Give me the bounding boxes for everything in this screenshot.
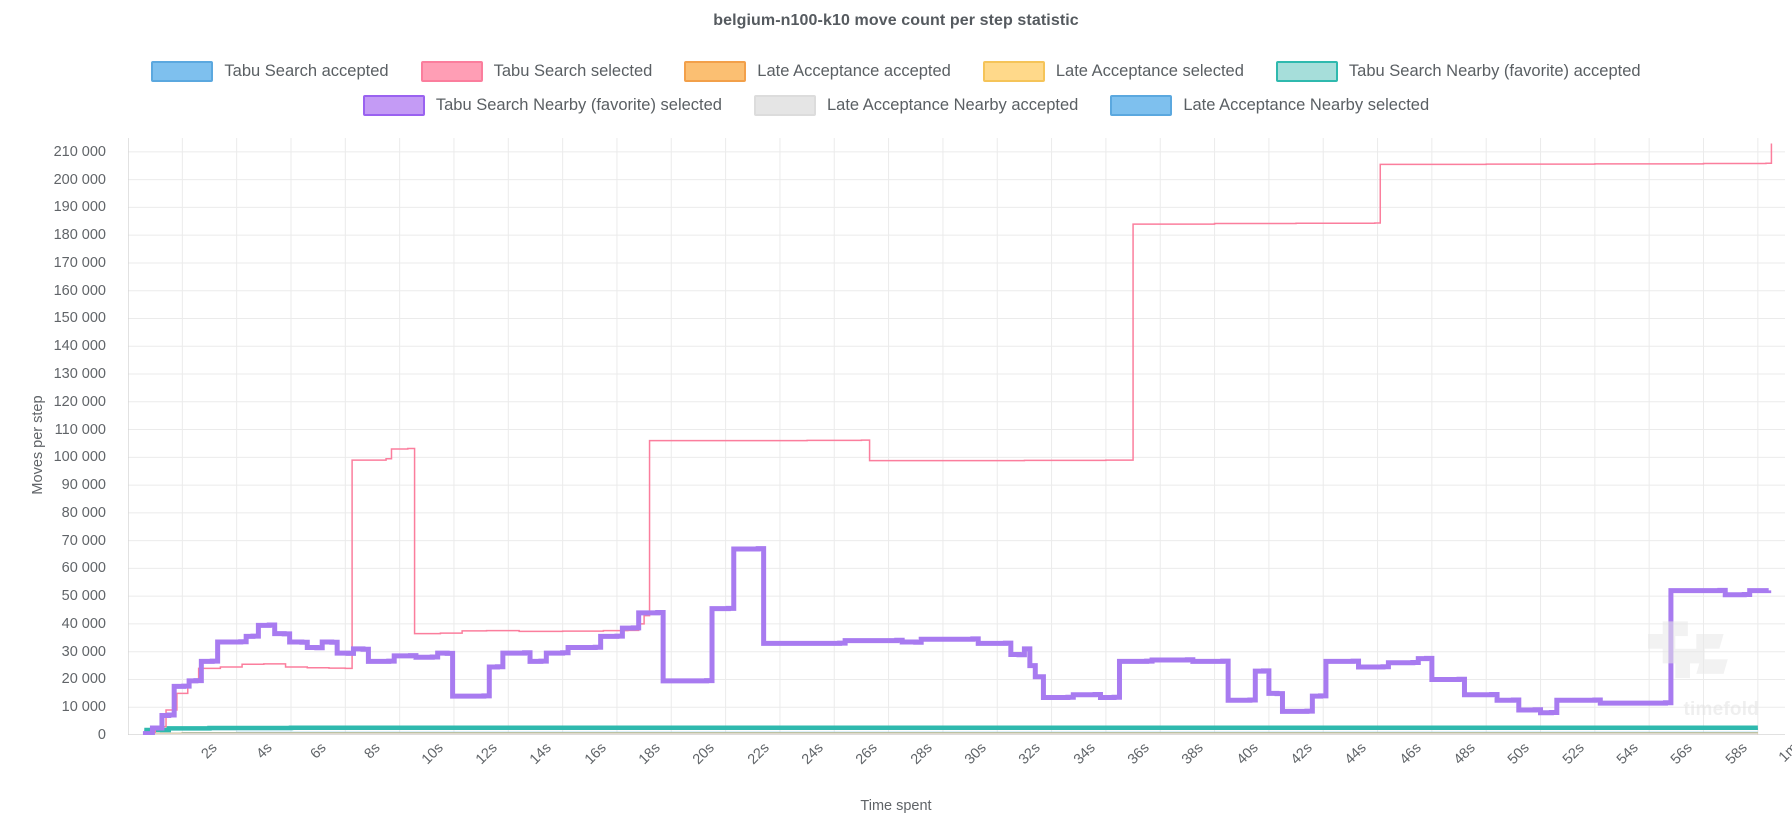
y-tick-label: 30 000 <box>61 643 106 660</box>
x-tick-label: 10s <box>418 740 447 768</box>
x-tick-label: 38s <box>1179 740 1207 768</box>
legend-item[interactable]: Late Acceptance selected <box>982 60 1244 82</box>
y-axis-tick-labels: 210 000 200 000 190 000 180 000 170 000 160 0… <box>0 138 120 743</box>
x-tick-label: 48s <box>1450 740 1479 768</box>
legend-item[interactable]: Tabu Search selected <box>420 60 653 82</box>
legend-item[interactable]: Tabu Search Nearby (favorite) accepted <box>1275 60 1641 82</box>
x-tick-label: 18s <box>635 740 664 768</box>
legend-swatch <box>753 94 816 116</box>
plot-area[interactable]: timefold <box>128 138 1785 735</box>
x-tick-label: 1m <box>1775 740 1792 766</box>
chart-svg <box>128 138 1785 735</box>
x-tick-label: 34s <box>1070 740 1099 768</box>
legend-swatch <box>362 94 425 116</box>
y-tick-label: 140 000 <box>53 338 106 355</box>
legend-item[interactable]: Tabu Search accepted <box>151 60 389 82</box>
x-tick-label: 2s <box>198 740 221 763</box>
x-tick-label: 6s <box>307 740 330 763</box>
y-tick-label: 50 000 <box>61 588 106 605</box>
x-tick-label: 36s <box>1124 740 1153 768</box>
y-tick-label: 100 000 <box>53 449 106 466</box>
legend-swatch <box>1110 94 1173 116</box>
y-tick-label: 60 000 <box>61 560 106 577</box>
series-line <box>142 546 1772 735</box>
x-tick-label: 12s <box>472 740 501 768</box>
x-tick-label: 16s <box>581 740 610 768</box>
legend-label: Late Acceptance accepted <box>757 61 951 80</box>
x-tick-label: 52s <box>1559 740 1588 768</box>
y-tick-label: 120 000 <box>53 393 106 410</box>
y-tick-label: 90 000 <box>61 477 106 494</box>
gridlines <box>128 138 1785 735</box>
y-tick-label: 0 <box>97 727 106 743</box>
x-tick-label: 22s <box>744 740 773 768</box>
legend-swatch <box>1275 60 1338 82</box>
legend-swatch <box>420 60 483 82</box>
y-tick-label: 70 000 <box>61 532 106 549</box>
y-tick-label: 20 000 <box>61 671 106 688</box>
x-tick-label: 32s <box>1016 740 1044 768</box>
series-line <box>144 143 1773 733</box>
legend-item[interactable]: Late Acceptance Nearby accepted <box>753 94 1079 116</box>
x-tick-label: 42s <box>1287 740 1316 768</box>
y-tick-label: 170 000 <box>53 254 106 271</box>
x-tick-label: 44s <box>1342 740 1370 768</box>
x-tick-label: 14s <box>527 740 555 768</box>
legend-item[interactable]: Tabu Search Nearby (favorite) selected <box>362 94 722 116</box>
x-tick-label: 24s <box>798 740 827 768</box>
series-line <box>144 725 1758 733</box>
legend-label: Late Acceptance selected <box>1055 61 1244 80</box>
legend-label: Late Acceptance Nearby accepted <box>826 95 1079 114</box>
x-tick-label: 20s <box>690 740 718 768</box>
x-tick-label: 30s <box>961 740 990 768</box>
legend-item[interactable]: Late Acceptance Nearby selected <box>1110 94 1430 116</box>
legend-label: Tabu Search accepted <box>224 61 389 80</box>
x-tick-label: 40s <box>1233 740 1262 768</box>
y-tick-label: 80 000 <box>61 504 106 521</box>
legend-row-2: Tabu Search Nearby (favorite) selected La… <box>0 88 1792 122</box>
x-tick-label: 50s <box>1505 740 1533 768</box>
legend-swatch <box>151 60 214 82</box>
x-tick-label: 28s <box>907 740 936 768</box>
y-tick-label: 10 000 <box>61 699 106 716</box>
x-axis-title: Time spent <box>860 798 932 814</box>
legend-swatch <box>684 60 747 82</box>
legend-label: Tabu Search Nearby (favorite) selected <box>435 95 722 114</box>
legend-item[interactable]: Late Acceptance accepted <box>684 60 951 82</box>
axis-lines <box>128 138 1785 735</box>
y-tick-label: 210 000 <box>53 143 106 160</box>
x-tick-label: 26s <box>853 740 881 768</box>
x-tick-label: 8s <box>361 740 384 763</box>
x-tick-label: 56s <box>1668 740 1696 768</box>
y-tick-label: 40 000 <box>61 615 106 632</box>
x-tick-label: 58s <box>1722 740 1751 768</box>
x-tick-label: 46s <box>1396 740 1425 768</box>
legend-label: Tabu Search selected <box>493 61 653 80</box>
y-tick-label: 180 000 <box>53 227 106 244</box>
legend-label: Tabu Search Nearby (favorite) accepted <box>1348 61 1641 80</box>
y-tick-label: 150 000 <box>53 310 106 327</box>
chart-legend: Tabu Search accepted Tabu Search selected… <box>0 54 1792 122</box>
y-tick-label: 130 000 <box>53 366 106 383</box>
x-tick-label: 54s <box>1613 740 1642 768</box>
x-axis-tick-labels: 2s 4s 6s 8s 10s 12s 14s 16s 18s 20s 22s 24s 26s 28s 30… <box>128 740 1792 800</box>
y-tick-label: 200 000 <box>53 171 106 188</box>
legend-row-1: Tabu Search accepted Tabu Search selected… <box>0 54 1792 88</box>
y-tick-label: 160 000 <box>53 282 106 299</box>
legend-swatch <box>982 60 1045 82</box>
y-tick-label: 110 000 <box>54 421 106 438</box>
page-title: belgium-n100-k10 move count per step sta… <box>713 12 1079 29</box>
x-tick-label: 4s <box>253 740 276 763</box>
legend-label: Late Acceptance Nearby selected <box>1183 95 1430 114</box>
y-tick-label: 190 000 <box>53 199 106 216</box>
